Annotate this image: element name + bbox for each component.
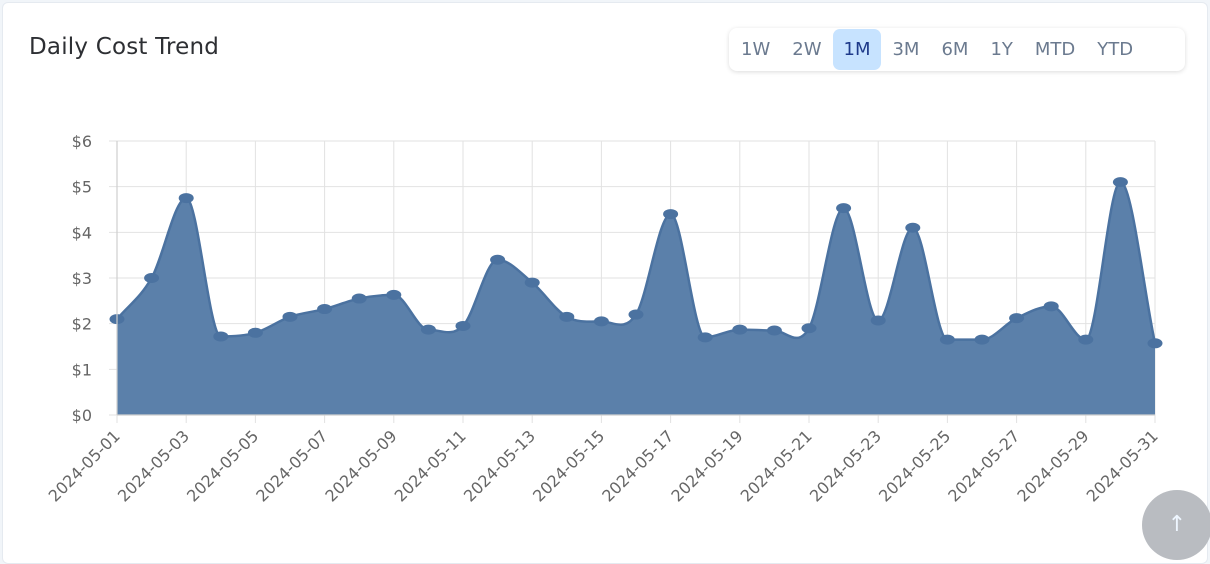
data-point[interactable] [766,325,782,336]
data-point[interactable] [490,254,506,265]
data-point[interactable] [836,203,852,214]
data-point[interactable] [905,222,921,233]
x-tick-label: 2024-05-17 [598,426,677,505]
y-tick-label: $0 [72,406,92,425]
scroll-to-top-button[interactable]: ↑ [1142,490,1210,560]
data-point[interactable] [801,323,817,334]
x-tick-label: 2024-05-27 [944,426,1023,505]
x-tick-label: 2024-05-03 [114,426,193,505]
x-tick-label: 2024-05-31 [1083,426,1162,505]
x-tick-label: 2024-05-15 [529,426,608,505]
data-point[interactable] [282,311,298,322]
y-tick-label: $1 [72,360,92,379]
cost-area-fill [117,182,1155,415]
data-point[interactable] [455,320,471,331]
data-point[interactable] [939,334,955,345]
data-point[interactable] [593,316,609,327]
data-point[interactable] [870,315,886,326]
arrow-up-icon: ↑ [1167,512,1187,537]
data-point[interactable] [351,293,367,304]
data-point[interactable] [1043,301,1059,312]
y-tick-label: $2 [72,315,92,334]
data-point[interactable] [697,332,713,343]
data-point[interactable] [559,311,575,322]
time-range-selector: 1W 2W 1M 3M 6M 1Y MTD YTD [729,28,1185,71]
y-tick-label: $3 [72,269,92,288]
range-button-1m[interactable]: 1M [832,29,882,70]
data-point[interactable] [144,273,160,283]
data-point[interactable] [1009,313,1025,324]
data-point[interactable] [524,277,540,288]
range-button-1y[interactable]: 1Y [990,39,1013,60]
range-button-6m[interactable]: 6M [941,39,969,60]
data-point[interactable] [317,304,333,315]
card-title: Daily Cost Trend [29,34,220,60]
chart-points [109,177,1163,349]
data-point[interactable] [628,309,644,320]
data-point[interactable] [1112,177,1128,188]
x-tick-label: 2024-05-29 [1013,426,1092,505]
x-tick-label: 2024-05-25 [875,426,954,505]
data-point[interactable] [178,193,194,204]
data-point[interactable] [420,324,436,335]
range-button-mtd[interactable]: MTD [1034,39,1076,60]
chart-series [116,180,1157,415]
y-tick-label: $4 [72,223,92,242]
range-button-2w[interactable]: 2W [792,39,822,60]
data-point[interactable] [1078,334,1094,345]
x-tick-label: 2024-05-01 [45,426,124,505]
x-tick-label: 2024-05-11 [391,426,470,505]
data-point[interactable] [663,209,679,220]
x-tick-label: 2024-05-13 [460,426,539,505]
x-tick-label: 2024-05-07 [252,426,331,505]
range-button-3m[interactable]: 3M [892,39,920,60]
data-point[interactable] [213,331,229,342]
y-tick-label: $6 [72,132,92,151]
x-tick-label: 2024-05-09 [321,426,400,505]
data-point[interactable] [974,334,990,345]
range-button-ytd[interactable]: YTD [1097,39,1134,60]
x-tick-label: 2024-05-05 [183,426,262,505]
y-tick-label: $5 [72,178,92,197]
data-point[interactable] [386,289,402,300]
x-tick-label: 2024-05-23 [806,426,885,505]
data-point[interactable] [732,324,748,335]
x-tick-label: 2024-05-21 [737,426,816,505]
data-point[interactable] [247,327,263,338]
data-point[interactable] [1147,338,1163,349]
x-tick-label: 2024-05-19 [667,426,746,505]
daily-cost-area-chart: $0$1$2$3$4$5$62024-05-012024-05-032024-0… [45,132,1163,506]
range-button-1w[interactable]: 1W [741,39,771,60]
